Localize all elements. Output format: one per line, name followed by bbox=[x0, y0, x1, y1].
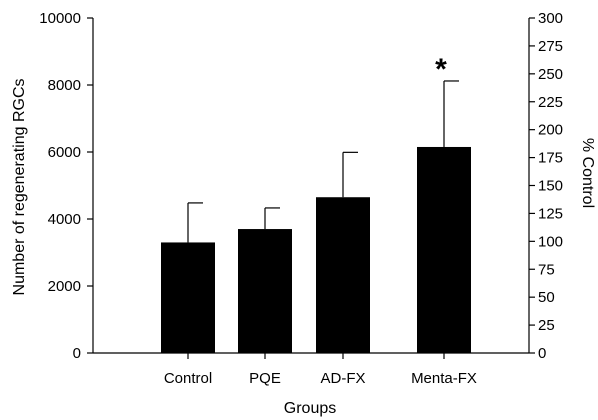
bar-ad-fx bbox=[316, 197, 370, 353]
bar-menta-fx bbox=[417, 146, 471, 353]
significance-asterisk: * bbox=[435, 53, 447, 86]
y-axis-title-right: % Control bbox=[579, 138, 596, 208]
y-tick-label: 2000 bbox=[48, 278, 81, 295]
y-tick-label: 6000 bbox=[48, 144, 81, 161]
right-y-tick-label: 50 bbox=[538, 289, 555, 306]
x-axis: Control PQE AD-FX Menta-FX bbox=[164, 353, 477, 387]
right-y-tick-label: 100 bbox=[538, 233, 563, 250]
right-y-axis: 0 25 50 75 100 125 150 175 200 225 250 275 300 bbox=[529, 10, 563, 362]
right-y-tick-label: 0 bbox=[538, 345, 546, 362]
bar-pqe bbox=[238, 229, 292, 353]
right-y-tick-label: 300 bbox=[538, 10, 563, 27]
bars bbox=[161, 80, 471, 353]
y-tick-label: 0 bbox=[73, 345, 81, 362]
bar-control bbox=[161, 242, 215, 353]
x-tick-label: PQE bbox=[249, 370, 281, 387]
right-y-tick-label: 25 bbox=[538, 317, 555, 334]
right-y-tick-label: 275 bbox=[538, 38, 563, 55]
y-tick-label: 10000 bbox=[39, 10, 81, 27]
right-y-tick-label: 200 bbox=[538, 122, 563, 139]
x-tick-label: AD-FX bbox=[321, 370, 366, 387]
left-y-axis: 0 2000 4000 6000 8000 10000 bbox=[39, 10, 93, 362]
right-y-tick-label: 225 bbox=[538, 94, 563, 111]
y-tick-label: 4000 bbox=[48, 211, 81, 228]
y-axis-title-left: Number of regenerating RGCs bbox=[11, 79, 28, 296]
x-tick-label: Menta-FX bbox=[411, 370, 477, 387]
right-y-tick-label: 75 bbox=[538, 261, 555, 278]
right-y-tick-label: 150 bbox=[538, 178, 563, 195]
x-tick-label: Control bbox=[164, 370, 212, 387]
y-tick-label: 8000 bbox=[48, 77, 81, 94]
right-y-tick-label: 125 bbox=[538, 205, 563, 222]
annotations: * bbox=[435, 53, 447, 86]
x-axis-title: Groups bbox=[284, 400, 336, 417]
right-y-tick-label: 250 bbox=[538, 66, 563, 83]
right-y-tick-label: 175 bbox=[538, 150, 563, 167]
